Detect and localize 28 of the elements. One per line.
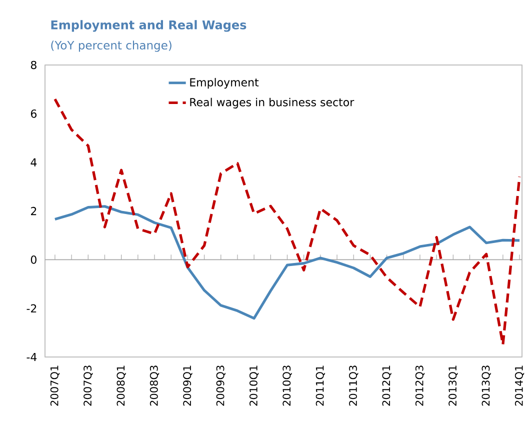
x-tick-label: 2013Q3	[482, 366, 491, 406]
y-tick-label: 2	[31, 206, 36, 216]
x-tick-label: 2008Q1	[116, 366, 126, 406]
x-tick-label: 2010Q1	[249, 366, 259, 406]
x-tick-label: 2007Q3	[84, 366, 93, 406]
line-series	[54, 98, 521, 346]
y-tick-label: -4	[26, 352, 37, 362]
legend-label: Employment	[190, 78, 259, 89]
y-tick-label: -2	[26, 304, 36, 312]
line-series	[54, 205, 521, 320]
x-tick-label: 2011Q3	[349, 366, 358, 406]
chart-title: Employment and Real Wages	[51, 20, 246, 32]
x-tick-label: 2011Q1	[316, 366, 325, 406]
x-tick-label: 2009Q3	[216, 366, 226, 406]
y-tick-label: 8	[30, 60, 36, 70]
chart-subtitle: (YoY percent change)	[51, 40, 172, 52]
x-tick-label: 2014Q1	[514, 366, 524, 406]
y-tick-label: 6	[30, 110, 37, 118]
x-tick-label: 2009Q1	[183, 366, 192, 406]
x-tick-label: 2007Q1	[50, 366, 60, 406]
x-tick-label: 2013Q1	[448, 366, 458, 406]
y-tick-label: 4	[30, 158, 37, 166]
x-tick-label: 2008Q3	[150, 366, 160, 406]
y-tick-label: 0	[30, 256, 36, 264]
x-tick-label: 2012Q3	[415, 366, 425, 406]
legend-label: Real wages in business sector	[190, 98, 354, 108]
x-tick-label: 2012Q1	[382, 366, 392, 406]
x-tick-label: 2010Q3	[282, 366, 292, 406]
